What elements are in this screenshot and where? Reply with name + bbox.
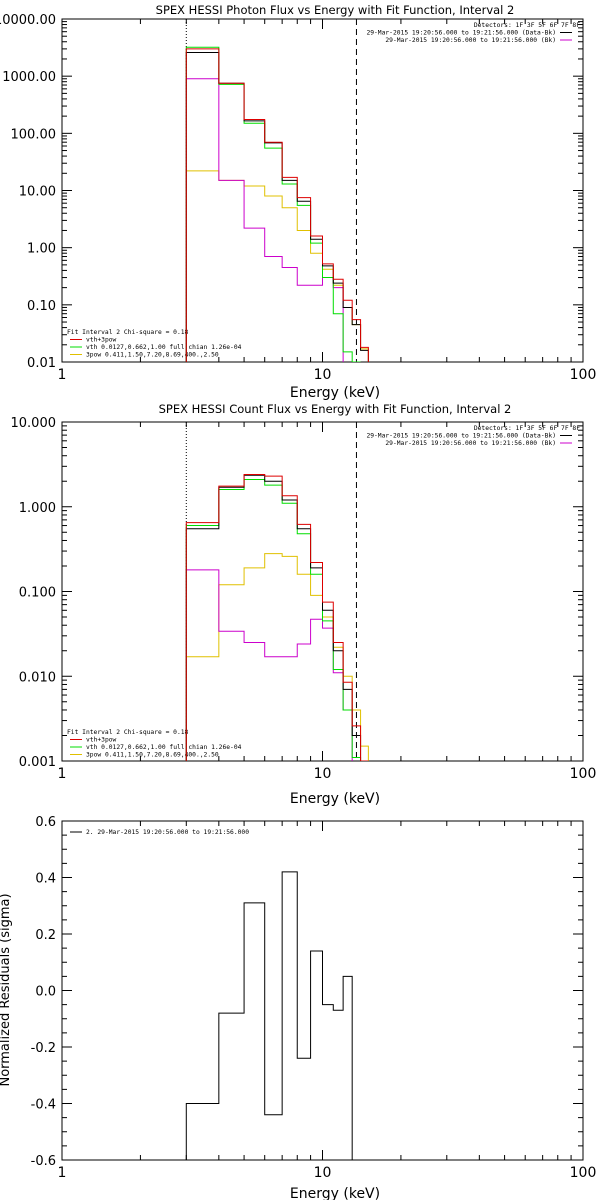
residuals-y-tick-label: 0.2	[35, 928, 56, 943]
photon-flux-legend-entry: vth+3pow	[86, 337, 117, 344]
count-flux-x-ticks: 1 10 100	[58, 422, 597, 782]
count-flux-y-tick-label: 0.100	[19, 586, 56, 601]
residuals-y-tick-label: 0.4	[35, 872, 56, 887]
photon-flux-legend-entry: 3pow 0.411,1.50,7.20,8.69,400.,2.50	[86, 352, 219, 359]
count-flux-x-axis-label: Energy (keV)	[290, 791, 380, 807]
photon-flux-x-axis-label: Energy (keV)	[290, 385, 380, 401]
photon-flux-series-vth-3pow	[185, 48, 369, 362]
photon-flux-y-tick-label: 1000.00	[2, 70, 56, 85]
count-flux-y-tick-label: 0.010	[19, 670, 56, 685]
count-flux-legend-entry: Fit Interval 2 Chi-square = 0.18	[67, 729, 189, 736]
residuals-x-ticks: 1 10 100	[58, 821, 597, 1181]
photon-flux-legend-bottom: Fit Interval 2 Chi-square = 0.18vth+3pow…	[67, 329, 242, 359]
residuals-y-tick-label: -0.4	[31, 1098, 56, 1113]
count-flux-legend-entry: vth 0.0127,0.662,1.00 full chian 1.26e-0…	[86, 744, 242, 751]
photon-flux-x-ticks: 1 10 100	[58, 19, 597, 383]
count-flux-series-bk	[185, 569, 353, 761]
residuals-series-series	[185, 871, 361, 1160]
count-flux-title: SPEX HESSI Count Flux vs Energy with Fit…	[159, 402, 512, 416]
photon-flux-panel: SPEX HESSI Photon Flux vs Energy with Fi…	[0, 3, 596, 401]
photon-flux-y-tick-label: 0.01	[27, 356, 56, 371]
count-flux-panel: SPEX HESSI Count Flux vs Energy with Fit…	[11, 402, 597, 807]
photon-flux-x-tick-label: 10	[314, 367, 332, 383]
count-flux-y-tick-label: 10.000	[11, 416, 57, 431]
residuals-panel: 2. 29-Mar-2015 19:20:56.000 to 19:21:56.…	[0, 815, 596, 1200]
count-flux-legend-entry: 29-Mar-2015 19:20:56.000 to 19:21:56.000…	[366, 433, 556, 440]
photon-flux-legend-top: Detectors: 1F 3F 5F 6F 7F 8F29-Mar-2015 …	[366, 22, 580, 44]
count-flux-legend-entry: 29-Mar-2015 19:20:56.000 to 19:21:56.000…	[385, 440, 556, 447]
photon-flux-y-tick-label: 100.00	[11, 127, 57, 142]
count-flux-legend-entry: Detectors: 1F 3F 5F 6F 7F 8F	[474, 425, 580, 432]
count-flux-series-group	[185, 474, 369, 761]
residuals-x-tick-label: 100	[570, 1165, 597, 1181]
residuals-y-tick-label: 0.0	[35, 985, 56, 1000]
photon-flux-legend-entry: Fit Interval 2 Chi-square = 0.18	[67, 329, 189, 336]
photon-flux-legend-entry: vth 0.0127,0.662,1.00 full chian 1.26e-0…	[86, 344, 242, 351]
photon-flux-title: SPEX HESSI Photon Flux vs Energy with Fi…	[156, 3, 515, 17]
photon-flux-legend-entry: Detectors: 1F 3F 5F 6F 7F 8F	[474, 22, 580, 29]
count-flux-legend-entry: 3pow 0.411,1.50,7.20,8.69,400.,2.50	[86, 752, 219, 759]
photon-flux-series-vth	[185, 46, 361, 362]
count-flux-legend-top: Detectors: 1F 3F 5F 6F 7F 8F29-Mar-2015 …	[366, 425, 580, 447]
count-flux-x-tick-label: 100	[570, 766, 597, 782]
residuals-y-tick-label: -0.6	[31, 1154, 56, 1169]
photon-flux-series-group	[185, 46, 369, 362]
count-flux-series-vth-3pow	[185, 474, 369, 761]
count-flux-x-tick-label: 10	[314, 766, 332, 782]
count-flux-legend-bottom: Fit Interval 2 Chi-square = 0.18vth+3pow…	[67, 729, 242, 759]
count-flux-y-ticks: 0.001 0.010 0.100 1.000 10.000	[11, 416, 583, 770]
count-flux-y-tick-label: 0.001	[19, 755, 56, 770]
residuals-x-axis-label: Energy (keV)	[290, 1186, 380, 1200]
photon-flux-y-ticks: 0.01 0.10 1.00 10.00 100.00 1000.00 10000.00	[0, 13, 583, 371]
photon-flux-y-tick-label: 10000.00	[0, 13, 56, 28]
residuals-y-tick-label: 0.6	[35, 815, 56, 830]
photon-flux-y-tick-label: 1.00	[27, 242, 56, 257]
residuals-x-tick-label: 10	[314, 1165, 332, 1181]
count-flux-series-vth	[185, 478, 362, 761]
residuals-legend-entry: 2. 29-Mar-2015 19:20:56.000 to 19:21:56.…	[86, 829, 249, 836]
photon-flux-x-tick-label: 100	[570, 367, 597, 383]
residuals-y-axis-label: Normalized Residuals (sigma)	[0, 893, 13, 1086]
count-flux-x-tick-label: 1	[58, 766, 67, 782]
count-flux-y-tick-label: 1.000	[19, 501, 56, 516]
photon-flux-x-tick-label: 1	[58, 367, 67, 383]
residuals-x-tick-label: 1	[58, 1165, 67, 1181]
photon-flux-y-tick-label: 0.10	[27, 299, 56, 314]
photon-flux-legend-entry: 29-Mar-2015 19:20:56.000 to 19:21:56.000…	[385, 37, 556, 44]
residuals-y-tick-label: -0.2	[31, 1041, 56, 1056]
count-flux-legend-entry: vth+3pow	[86, 737, 117, 744]
residuals-legend: 2. 29-Mar-2015 19:20:56.000 to 19:21:56.…	[70, 829, 249, 836]
residuals-y-ticks: -0.6 -0.4 -0.2 0.0 0.2 0.4 0.6	[31, 815, 583, 1169]
residuals-series-group	[185, 871, 361, 1160]
photon-flux-legend-entry: 29-Mar-2015 19:20:56.000 to 19:21:56.000…	[366, 30, 556, 37]
photon-flux-y-tick-label: 10.00	[19, 185, 56, 200]
